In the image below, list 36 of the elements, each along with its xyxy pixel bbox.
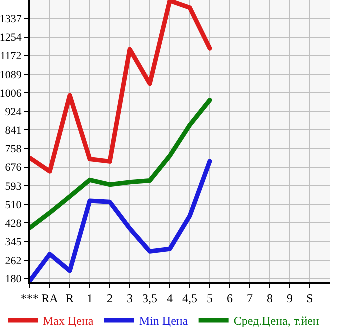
y-tick-label: 510 [5, 199, 22, 212]
x-tick-label: 4 [167, 291, 173, 306]
line-series [30, 0, 212, 174]
x-tick-label: 7 [247, 291, 253, 306]
legend-label: Min Цена [139, 314, 189, 328]
y-tick-label: 262 [5, 255, 22, 268]
x-tick-label: 9 [287, 291, 293, 306]
x-tick-label: 3 [127, 291, 133, 306]
y-tick-label: 924 [5, 106, 22, 118]
y-tick-label: 841 [5, 125, 22, 138]
y-tick-label: 1006 [0, 88, 22, 100]
y-tick-label: 1089 [0, 69, 22, 82]
y-tick-label: 1172 [0, 50, 22, 63]
y-tick-label: 758 [5, 144, 22, 156]
x-tick-label: *** [21, 291, 39, 306]
y-tick-label: 180 [5, 274, 22, 286]
legend-label: Max Цена [43, 314, 94, 328]
y-tick-label: 676 [5, 162, 22, 174]
x-tick-label: 1 [87, 291, 93, 306]
y-tick-label: 593 [5, 180, 22, 193]
y-tick-label: 345 [5, 236, 22, 249]
x-tick-label: 5 [207, 291, 213, 306]
x-tick-label: 2 [107, 291, 113, 306]
legend-label: Сред.Цена, т.йен [234, 314, 320, 328]
x-tick-label: RA [42, 291, 59, 306]
x-tick-label: 6 [227, 291, 233, 306]
line-series [30, 159, 212, 282]
x-tick-label: R [66, 291, 74, 306]
y-tick-label: 1337 [0, 14, 22, 26]
y-tick-label: 428 [5, 218, 22, 230]
x-tick-label: 3,5 [142, 291, 158, 306]
x-tick-label: 4,5 [182, 291, 198, 306]
x-tick-label: S [306, 291, 314, 306]
line-series [30, 98, 212, 230]
y-tick-label: 1254 [0, 32, 22, 44]
x-tick-label: 8 [267, 291, 273, 306]
